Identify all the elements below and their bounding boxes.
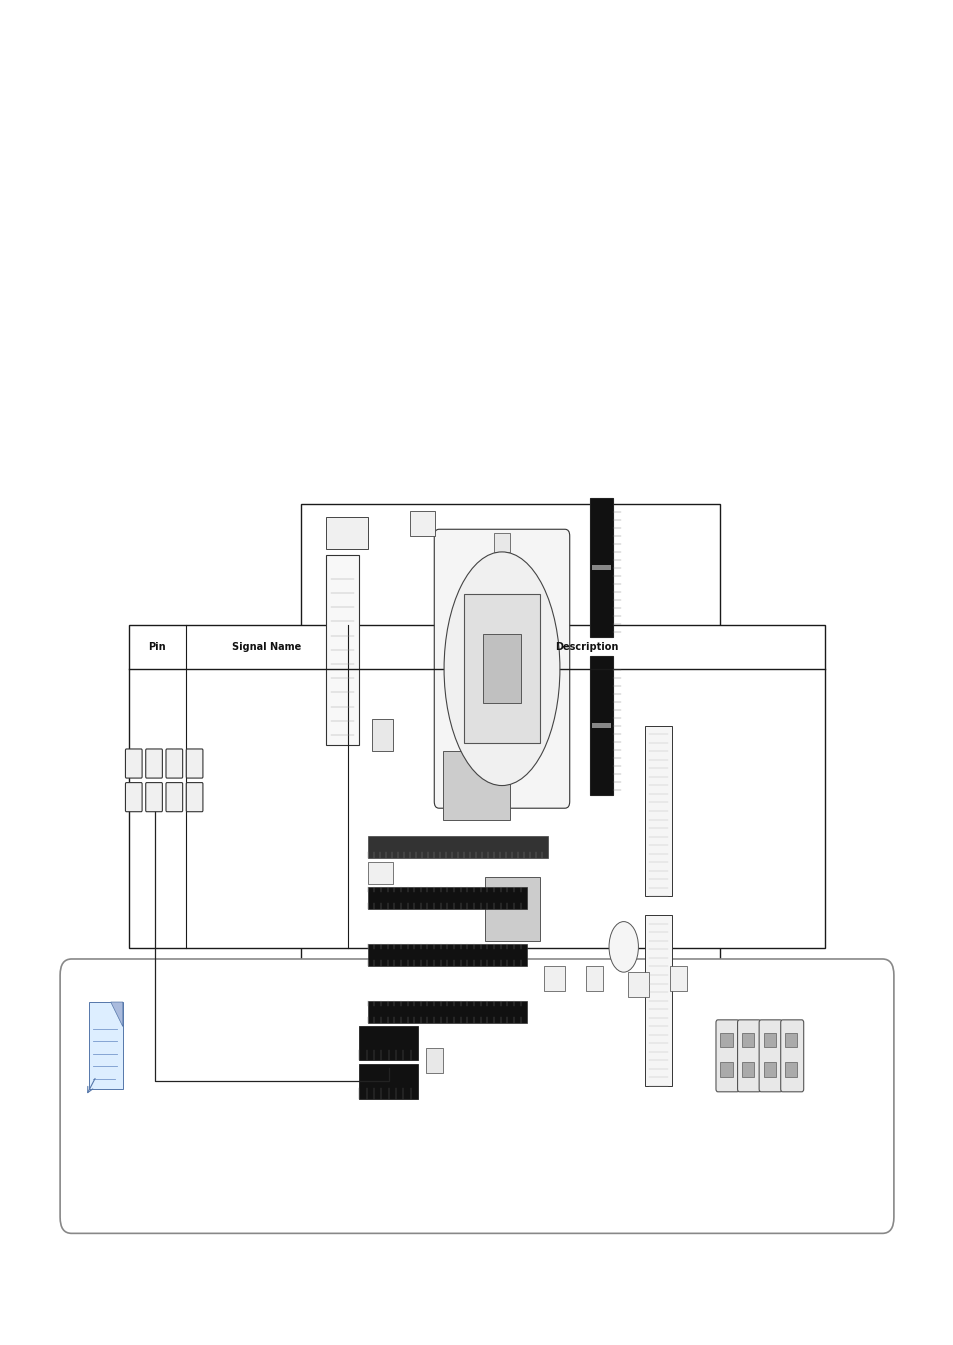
FancyBboxPatch shape	[715, 1020, 739, 1092]
Bar	[627, 972, 648, 998]
Text: Description: Description	[555, 642, 618, 652]
Bar	[585, 966, 602, 991]
Bar	[669, 966, 686, 991]
Bar	[741, 1063, 754, 1077]
Bar	[325, 555, 359, 745]
Bar	[482, 635, 520, 703]
Bar	[543, 966, 564, 991]
Bar	[367, 886, 527, 909]
Bar	[762, 1033, 775, 1048]
Bar	[590, 498, 613, 638]
FancyBboxPatch shape	[146, 783, 162, 812]
Bar	[367, 944, 527, 966]
Bar	[592, 722, 610, 729]
FancyBboxPatch shape	[60, 959, 893, 1233]
Bar	[359, 1064, 417, 1099]
Ellipse shape	[443, 551, 559, 785]
FancyBboxPatch shape	[166, 749, 182, 777]
FancyBboxPatch shape	[759, 1020, 781, 1092]
Bar	[89, 1002, 123, 1089]
Bar	[129, 625, 824, 948]
FancyBboxPatch shape	[146, 749, 162, 777]
Bar	[443, 751, 510, 820]
FancyBboxPatch shape	[166, 783, 182, 812]
Bar	[367, 837, 548, 858]
Bar	[372, 720, 393, 751]
Bar	[367, 862, 393, 884]
Bar	[784, 1033, 797, 1048]
Ellipse shape	[608, 921, 638, 972]
FancyBboxPatch shape	[434, 529, 569, 808]
Bar	[592, 565, 610, 570]
Bar	[741, 1033, 754, 1048]
Bar	[644, 916, 671, 1085]
FancyBboxPatch shape	[186, 783, 203, 812]
Bar	[494, 534, 509, 551]
Bar	[644, 726, 671, 896]
FancyBboxPatch shape	[737, 1020, 760, 1092]
Bar	[359, 1026, 417, 1060]
FancyBboxPatch shape	[125, 783, 142, 812]
Bar	[300, 504, 720, 1137]
Bar	[485, 877, 539, 940]
Text: Pin: Pin	[149, 642, 166, 652]
Bar	[762, 1063, 775, 1077]
FancyBboxPatch shape	[125, 749, 142, 777]
Bar	[409, 511, 435, 537]
FancyBboxPatch shape	[186, 749, 203, 777]
Bar	[426, 1048, 443, 1073]
Bar	[325, 516, 367, 549]
Bar	[367, 1001, 527, 1022]
Bar	[720, 1033, 732, 1048]
Bar	[464, 594, 539, 742]
Text: Signal Name: Signal Name	[233, 642, 301, 652]
Bar	[590, 656, 613, 795]
Bar	[720, 1063, 732, 1077]
Polygon shape	[111, 1002, 123, 1026]
Bar	[784, 1063, 797, 1077]
FancyBboxPatch shape	[780, 1020, 802, 1092]
